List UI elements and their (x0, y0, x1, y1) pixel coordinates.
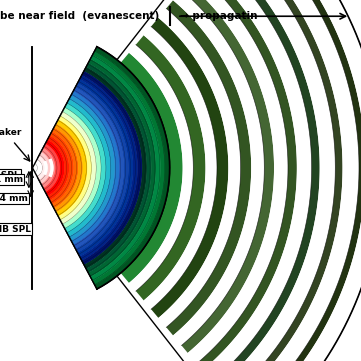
Polygon shape (144, 26, 217, 309)
Polygon shape (37, 156, 46, 180)
Polygon shape (88, 59, 156, 277)
Polygon shape (43, 144, 60, 192)
Polygon shape (67, 99, 110, 236)
Polygon shape (80, 75, 138, 261)
Polygon shape (95, 47, 170, 289)
Polygon shape (32, 164, 37, 172)
Polygon shape (80, 75, 138, 261)
Polygon shape (50, 131, 74, 204)
Polygon shape (52, 127, 78, 208)
Polygon shape (95, 47, 170, 289)
Polygon shape (84, 67, 147, 269)
Polygon shape (88, 59, 156, 277)
Polygon shape (217, 0, 335, 361)
Text: 1 mm: 1 mm (0, 175, 23, 184)
Polygon shape (54, 123, 83, 212)
Polygon shape (50, 131, 74, 204)
Polygon shape (84, 67, 147, 269)
Polygon shape (65, 103, 106, 232)
Polygon shape (39, 152, 51, 184)
Polygon shape (39, 152, 51, 184)
Polygon shape (73, 87, 124, 249)
Polygon shape (32, 164, 37, 172)
Polygon shape (69, 95, 115, 240)
Polygon shape (60, 111, 96, 225)
Polygon shape (52, 127, 78, 208)
Polygon shape (58, 116, 92, 220)
Polygon shape (35, 160, 42, 176)
Polygon shape (78, 79, 133, 257)
Text: be near field  (evanescent): be near field (evanescent) (0, 11, 159, 21)
Polygon shape (121, 53, 183, 283)
Polygon shape (41, 148, 55, 188)
Polygon shape (86, 63, 151, 273)
Polygon shape (75, 83, 129, 253)
Polygon shape (182, 0, 274, 353)
Polygon shape (151, 18, 229, 318)
Polygon shape (54, 123, 83, 212)
Polygon shape (91, 55, 161, 281)
Polygon shape (93, 51, 165, 285)
Polygon shape (69, 95, 115, 240)
Polygon shape (232, 0, 359, 361)
Polygon shape (247, 0, 361, 361)
Polygon shape (197, 0, 297, 361)
Polygon shape (82, 71, 142, 265)
Polygon shape (242, 0, 361, 361)
Polygon shape (60, 111, 96, 225)
Polygon shape (43, 144, 60, 192)
Polygon shape (71, 91, 119, 244)
Polygon shape (58, 116, 92, 220)
Polygon shape (212, 0, 320, 361)
Polygon shape (129, 45, 193, 291)
Polygon shape (48, 136, 69, 200)
Polygon shape (78, 79, 133, 257)
Polygon shape (62, 107, 101, 229)
Polygon shape (45, 140, 65, 196)
Text: 45 dB SPL: 45 dB SPL (0, 225, 31, 234)
Polygon shape (93, 51, 165, 285)
Text: speaker: speaker (0, 128, 22, 137)
Polygon shape (0, 0, 36, 361)
Polygon shape (173, 0, 264, 345)
Polygon shape (45, 140, 65, 196)
Polygon shape (65, 103, 106, 232)
Polygon shape (37, 156, 46, 180)
Polygon shape (136, 35, 205, 300)
Polygon shape (56, 119, 87, 216)
Polygon shape (91, 55, 161, 281)
Text: → propagatin: → propagatin (180, 11, 258, 21)
Polygon shape (35, 160, 42, 176)
Polygon shape (73, 87, 124, 249)
Polygon shape (82, 71, 142, 265)
Polygon shape (48, 136, 69, 200)
Polygon shape (56, 119, 87, 216)
Text: • SPL: • SPL (0, 171, 19, 179)
Polygon shape (67, 99, 110, 236)
Polygon shape (188, 0, 288, 361)
Polygon shape (166, 0, 251, 335)
Polygon shape (158, 8, 241, 327)
Polygon shape (71, 91, 119, 244)
Polygon shape (62, 107, 101, 229)
Polygon shape (86, 63, 151, 273)
Polygon shape (41, 148, 55, 188)
Polygon shape (227, 0, 343, 361)
Polygon shape (75, 83, 129, 253)
Polygon shape (203, 0, 312, 361)
Text: 1.4 mm: 1.4 mm (0, 194, 28, 203)
